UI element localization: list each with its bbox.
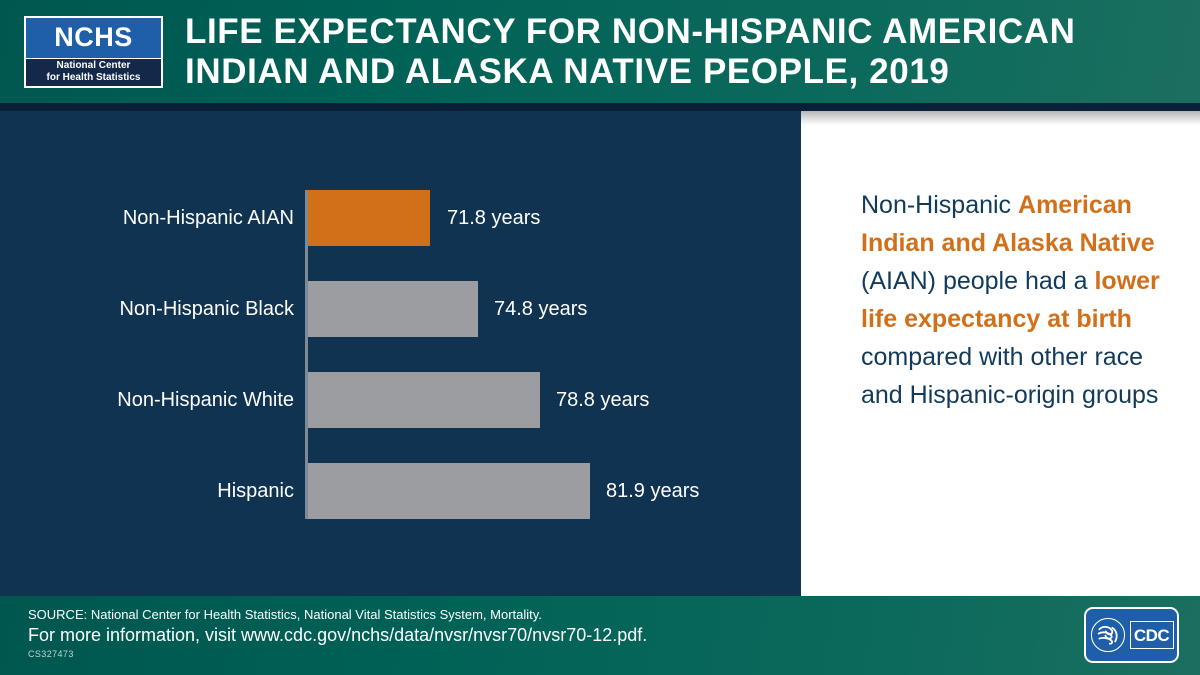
nchs-logo-acronym: NCHS [54, 22, 133, 52]
bar-label: Non-Hispanic White [117, 389, 294, 411]
nchs-logo-line1: National Center [56, 60, 131, 71]
cdc-wordmark: CDC [1129, 621, 1174, 649]
callout-panel: Non-Hispanic American Indian and Alaska … [801, 111, 1200, 596]
cdc-wordmark-text: CDC [1133, 625, 1170, 645]
nchs-logo-name-block: National Center for Health Statistics [26, 59, 161, 86]
hhs-seal-icon [1090, 617, 1125, 653]
chart-panel: Non-Hispanic AIAN 71.8 years Non-Hispani… [0, 111, 801, 596]
bar-value: 71.8 years [447, 207, 541, 229]
bar-chart: Non-Hispanic AIAN 71.8 years Non-Hispani… [0, 111, 801, 596]
bar-rect-hispanic [308, 463, 590, 519]
footer-source-text: SOURCE: National Center for Health Stati… [28, 607, 542, 622]
nchs-logo: NCHS National Center for Health Statisti… [24, 15, 163, 88]
footer-banner: SOURCE: National Center for Health Stati… [0, 596, 1200, 675]
callout-segment-2: (AIAN) people had a [861, 267, 1095, 295]
bar-value: 81.9 years [606, 480, 700, 502]
bar-row: Hispanic 81.9 years [0, 463, 801, 519]
cdc-logo: CDC [1084, 607, 1179, 663]
callout-segment-3: compared with other race and Hispanic-or… [861, 343, 1159, 409]
chart-axis-line [305, 190, 308, 519]
callout-text: Non-Hispanic American Indian and Alaska … [861, 186, 1181, 414]
page-title: LIFE EXPECTANCY FOR NON-HISPANIC AMERICA… [185, 11, 1076, 91]
callout-segment-highlight-2: lower life expectancy at birth [861, 267, 1160, 333]
bar-value: 74.8 years [494, 298, 588, 320]
header-banner: NCHS National Center for Health Statisti… [0, 0, 1200, 103]
nchs-logo-acronym-block: NCHS [26, 17, 161, 59]
bar-row: Non-Hispanic White 78.8 years [0, 372, 801, 428]
bar-value: 78.8 years [556, 389, 650, 411]
bar-rect-white [308, 372, 540, 428]
bar-row: Non-Hispanic Black 74.8 years [0, 281, 801, 337]
bar-rect-black [308, 281, 478, 337]
bar-row: Non-Hispanic AIAN 71.8 years [0, 190, 801, 246]
nchs-logo-line2: for Health Statistics [46, 72, 141, 83]
header-underline [0, 103, 1200, 111]
callout-segment-highlight-1: American Indian and Alaska Native [861, 191, 1155, 257]
footer-more-info-text: For more information, visit www.cdc.gov/… [28, 625, 648, 645]
bar-label: Non-Hispanic Black [119, 298, 294, 320]
bar-rect-aian [308, 190, 430, 246]
footer-publication-code: CS327473 [28, 649, 74, 659]
bar-label: Hispanic [217, 480, 294, 502]
bar-label: Non-Hispanic AIAN [122, 207, 294, 229]
callout-segment-1: Non-Hispanic [861, 191, 1019, 219]
